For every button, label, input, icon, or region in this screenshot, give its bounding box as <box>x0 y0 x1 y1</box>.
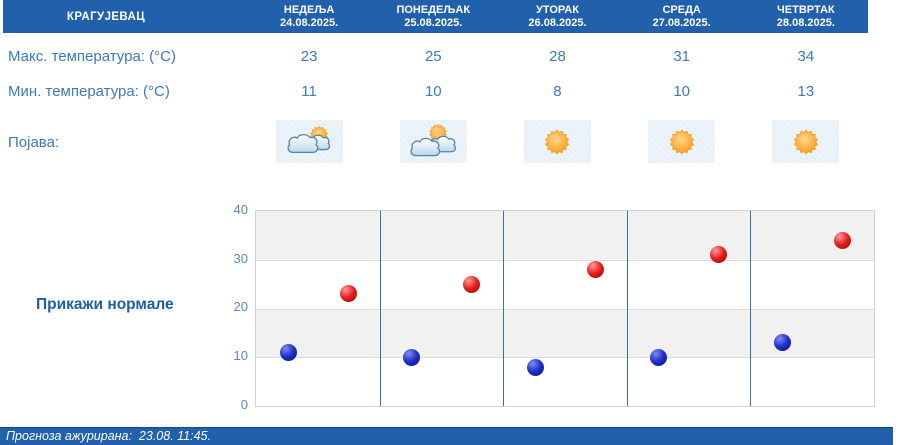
day-separator <box>750 211 752 406</box>
min-temperature-row: Мин. температура: (°C) 11 10 8 10 13 <box>3 83 868 100</box>
sunny-icon <box>523 120 591 163</box>
y-axis-tick: 40 <box>233 202 248 217</box>
day-header-tuesday: УТОРАК 26.08.2025. <box>495 0 619 33</box>
max-temp-point <box>463 275 481 293</box>
min-temperature-label: Мин. температура: (°C) <box>8 83 170 100</box>
forecast-updated-bar: Прогноза ажурирана: 23.08. 11:45. <box>0 427 893 445</box>
gridline-30 <box>256 259 874 261</box>
max-temp-point <box>833 231 851 249</box>
day-separator <box>626 211 628 406</box>
min-temp-point <box>650 348 668 366</box>
y-axis-tick: 10 <box>233 348 248 363</box>
min-temp-point <box>526 358 544 376</box>
min-temp-value: 13 <box>797 83 815 100</box>
min-temp-value: 10 <box>673 83 690 100</box>
day-header-monday: ПОНЕДЕЉАК 25.08.2025. <box>371 0 495 33</box>
max-temp-value: 23 <box>300 48 318 65</box>
day-header-sunday: НЕДЕЉА 24.08.2025. <box>247 0 371 33</box>
gridline-20 <box>256 308 874 310</box>
max-temp-value: 34 <box>797 48 815 65</box>
day-date: 25.08.2025. <box>404 16 463 29</box>
day-header-thursday: ЧЕТВРТАК 28.08.2025. <box>744 0 868 33</box>
day-date: 26.08.2025. <box>528 16 587 29</box>
day-name: ПОНЕДЕЉАК <box>396 3 471 16</box>
min-temp-value: 10 <box>424 83 442 100</box>
day-separator <box>379 211 381 406</box>
day-name: УТОРАК <box>536 3 579 16</box>
day-separator <box>503 211 505 406</box>
day-date: 24.08.2025. <box>280 16 339 29</box>
day-date: 27.08.2025. <box>652 16 711 29</box>
max-temp-point <box>339 285 357 303</box>
phenomenon-row: Појава: <box>3 134 868 151</box>
y-axis-tick: 30 <box>233 251 248 266</box>
max-temp-point <box>710 246 728 264</box>
max-temperature-row: Макс. температура: (°C) 23 25 28 31 34 <box>3 48 868 65</box>
sun-behind-clouds-icon <box>275 120 343 163</box>
phenomenon-label: Појава: <box>8 134 60 151</box>
min-temp-point <box>774 334 792 352</box>
max-temp-point <box>586 261 604 278</box>
sunny-icon <box>772 120 840 163</box>
max-temp-value: 31 <box>673 48 690 65</box>
temperature-chart <box>255 210 875 407</box>
max-temp-value: 25 <box>424 48 442 65</box>
day-date: 28.08.2025. <box>776 16 835 29</box>
day-header-wednesday: СРЕДА 27.08.2025. <box>620 0 744 33</box>
y-axis-tick: 20 <box>233 299 248 314</box>
show-normals-button[interactable]: Прикажи нормале <box>36 296 174 313</box>
city-name: КРАГУЈЕВАЦ <box>66 10 146 23</box>
weather-icons-strip <box>3 120 868 163</box>
max-temp-value: 28 <box>549 48 566 65</box>
day-name: ЧЕТВРТАК <box>777 3 835 16</box>
min-temp-value: 8 <box>553 83 562 100</box>
sunny-icon <box>648 120 716 163</box>
gridline-10 <box>256 357 874 359</box>
min-temp-point <box>279 343 297 361</box>
forecast-header: КРАГУЈЕВАЦ НЕДЕЉА 24.08.2025. ПОНЕДЕЉАК … <box>3 0 868 33</box>
min-temp-point <box>403 348 421 366</box>
min-temp-value: 11 <box>301 83 317 100</box>
day-name: СРЕДА <box>662 3 701 16</box>
day-name: НЕДЕЉА <box>283 3 335 16</box>
y-axis-tick: 0 <box>240 397 248 412</box>
max-temperature-label: Макс. температура: (°C) <box>8 48 176 65</box>
icon-strip-spacer <box>3 120 247 163</box>
sun-over-clouds-icon <box>399 120 467 163</box>
